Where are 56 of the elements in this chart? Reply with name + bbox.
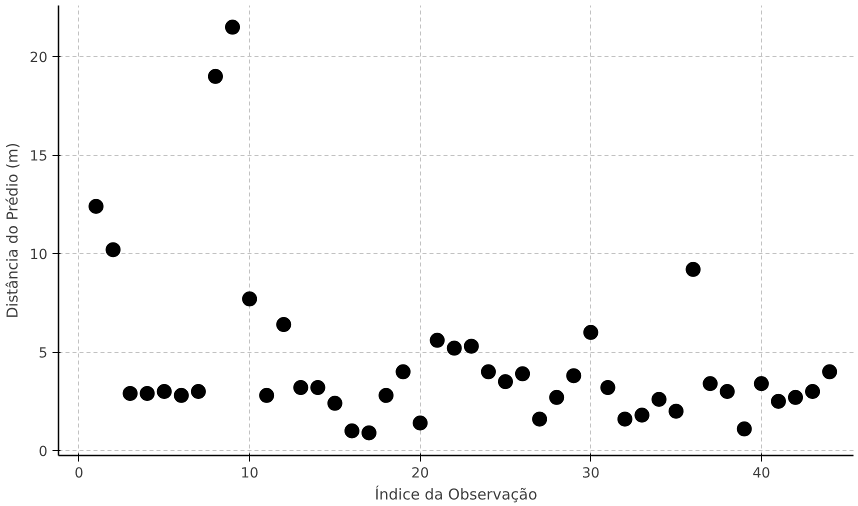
y-axis-title: Distância do Prédio (m) (4, 142, 22, 318)
point (310, 380, 326, 396)
point (754, 376, 769, 392)
point (822, 364, 838, 380)
point (361, 425, 376, 440)
point (190, 384, 206, 399)
point (446, 340, 462, 356)
point (583, 324, 598, 340)
point (736, 421, 752, 436)
y-tick-label: 10 (30, 247, 48, 264)
x-tick-label: 0 (74, 466, 84, 482)
point (122, 386, 138, 401)
point (720, 384, 735, 399)
y-tick-label: 15 (30, 148, 48, 165)
point (327, 396, 342, 411)
point (668, 404, 684, 419)
point (634, 408, 650, 423)
x-axis-title: Índice da Observação (374, 486, 538, 504)
x-tick-label: 40 (752, 466, 770, 482)
x-tick-label: 10 (240, 466, 258, 482)
point (702, 376, 718, 392)
x-tick-label: 20 (411, 466, 430, 482)
point (566, 368, 582, 384)
point (480, 364, 496, 380)
point (430, 332, 445, 348)
point (208, 68, 223, 84)
point (225, 20, 240, 35)
y-tick-label: 0 (38, 444, 48, 460)
point (140, 386, 155, 401)
point (242, 291, 258, 306)
point (805, 384, 820, 399)
point (156, 384, 172, 399)
point (378, 388, 394, 403)
point (498, 374, 513, 390)
point (600, 380, 616, 396)
point (88, 198, 104, 214)
point (788, 390, 803, 405)
point (259, 388, 274, 403)
point (276, 317, 292, 332)
point (652, 392, 667, 407)
point (293, 380, 308, 396)
point (515, 366, 530, 382)
x-tick-label: 30 (582, 466, 600, 482)
point (344, 423, 360, 438)
point (412, 416, 428, 430)
point (174, 388, 189, 403)
point (532, 412, 548, 427)
point (770, 394, 786, 409)
point (464, 338, 479, 354)
point (686, 262, 701, 277)
point (617, 412, 632, 427)
point (549, 390, 564, 405)
point (396, 364, 411, 380)
y-tick-label: 5 (38, 346, 48, 362)
point (106, 242, 121, 258)
y-tick-label: 20 (30, 50, 48, 66)
